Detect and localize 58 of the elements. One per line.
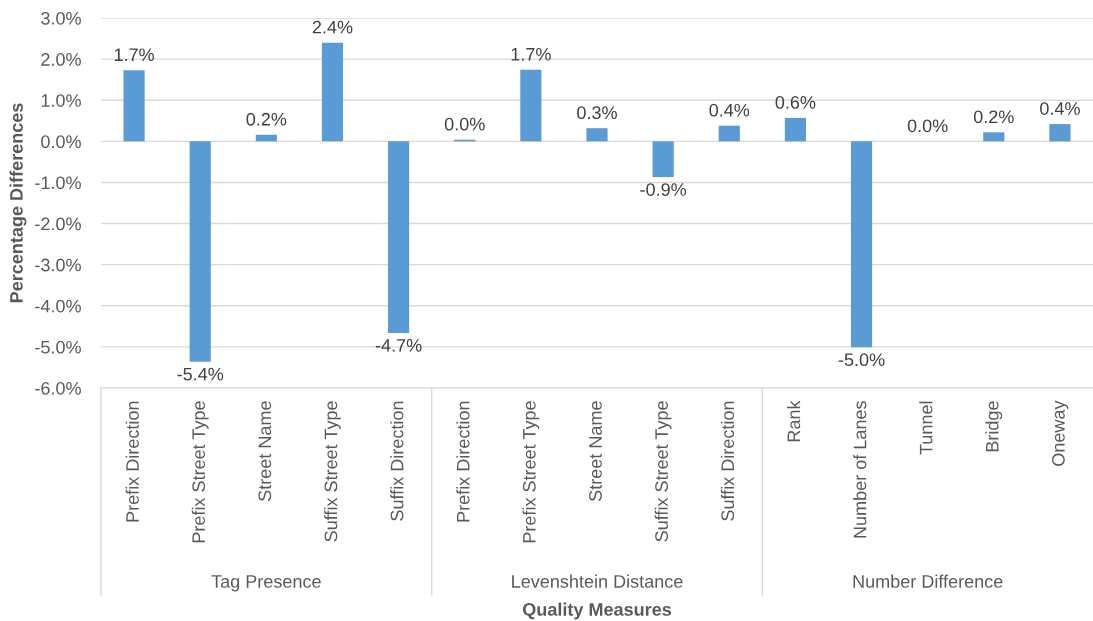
bar bbox=[189, 141, 211, 362]
bar bbox=[123, 70, 145, 142]
data-label: 0.2% bbox=[973, 110, 1014, 124]
data-label: 0.0% bbox=[444, 117, 485, 131]
data-label: 0.3% bbox=[577, 106, 617, 120]
x-tick-label: Rank bbox=[786, 400, 801, 442]
bar bbox=[718, 125, 740, 142]
data-label: -4.7% bbox=[375, 339, 422, 352]
x-tick-label: Prefix Street Type bbox=[191, 401, 209, 543]
x-tick-label: Oneway bbox=[1051, 400, 1069, 466]
bar bbox=[784, 117, 806, 142]
bar bbox=[520, 69, 542, 142]
data-label: 0.2% bbox=[246, 112, 287, 126]
y-tick-label: -1.0% bbox=[35, 176, 81, 190]
x-tick-label: Bridge bbox=[985, 401, 1003, 452]
x-tick-label: Suffix Street Type bbox=[324, 401, 341, 542]
bar bbox=[586, 128, 608, 142]
x-tick-label: Street Name bbox=[258, 401, 272, 502]
x-tick-label: Prefix Street Type bbox=[522, 401, 540, 543]
y-tick-label: -2.0% bbox=[35, 217, 81, 231]
bar bbox=[983, 132, 1005, 142]
data-label: 0.0% bbox=[907, 119, 948, 133]
data-label: 1.7% bbox=[511, 47, 551, 61]
x-tick-label: Suffix Direction bbox=[390, 401, 404, 521]
y-tick-label: 0.0% bbox=[41, 135, 81, 149]
y-tick-label: 1.0% bbox=[41, 94, 81, 107]
y-tick-label: 2.0% bbox=[41, 53, 81, 66]
data-label: 2.4% bbox=[312, 20, 353, 34]
data-label: -0.9% bbox=[640, 183, 687, 196]
x-axis-title: Quality Measures bbox=[522, 602, 672, 620]
x-tick-label: Tunnel bbox=[919, 401, 933, 455]
bar bbox=[1049, 124, 1071, 142]
data-label: 1.7% bbox=[114, 48, 154, 62]
y-tick-label: -5.0% bbox=[35, 340, 81, 354]
y-axis-title: Percentage Differences bbox=[9, 103, 27, 303]
data-label: 0.4% bbox=[709, 103, 750, 117]
x-tick-label: Prefix Direction bbox=[125, 401, 139, 522]
bar bbox=[652, 141, 674, 178]
data-label: -5.4% bbox=[177, 367, 224, 381]
y-tick-label: -4.0% bbox=[35, 299, 81, 313]
x-tick-label: Prefix Direction bbox=[456, 401, 470, 522]
y-tick-label: -6.0% bbox=[35, 381, 81, 395]
data-label: -5.0% bbox=[838, 353, 885, 367]
bar bbox=[321, 42, 344, 142]
x-tick-label: Number of Lanes bbox=[853, 401, 867, 538]
bar bbox=[388, 141, 410, 333]
text: Number Difference bbox=[853, 574, 1003, 588]
x-tick-label: Street Name bbox=[589, 401, 602, 502]
bar bbox=[255, 134, 277, 142]
text: Tag Presence bbox=[211, 575, 321, 592]
data-label: 0.4% bbox=[1040, 102, 1080, 115]
text: Levenshtein Distance bbox=[512, 574, 683, 588]
y-tick-label: -3.0% bbox=[35, 258, 81, 272]
x-tick-label: Suffix Direction bbox=[720, 401, 735, 521]
x-tick-label: Suffix Street Type bbox=[654, 401, 672, 542]
y-tick-label: 3.0% bbox=[41, 11, 81, 25]
data-label: 0.6% bbox=[775, 95, 816, 109]
bar bbox=[850, 141, 873, 348]
